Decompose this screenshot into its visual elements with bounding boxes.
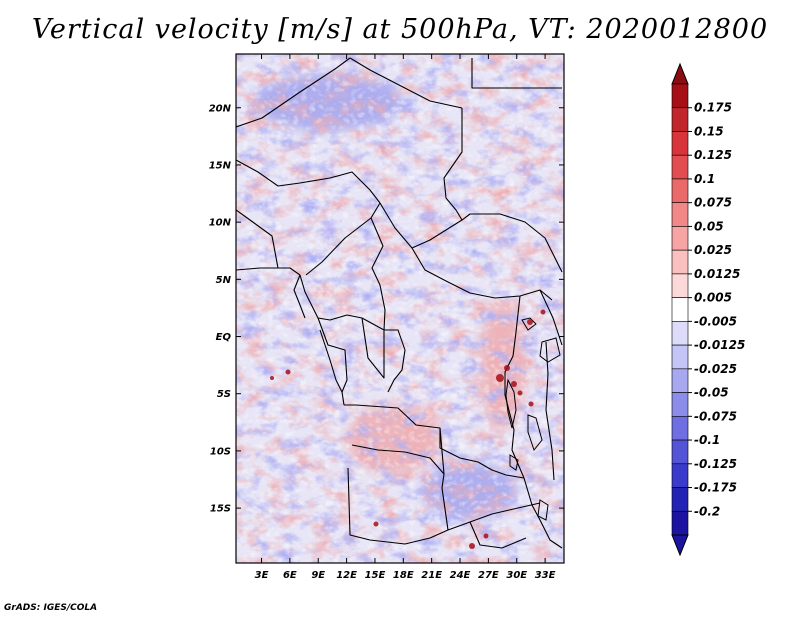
colorbar-segment [671, 178, 689, 203]
y-tick-label: 10S [210, 446, 231, 457]
y-tick-label: EQ [216, 332, 232, 343]
x-tick-label: 3E [255, 570, 269, 581]
y-tick-label: 5N [216, 275, 232, 286]
x-tick-label: 15E [365, 570, 386, 581]
y-tick-label: 10N [209, 218, 232, 229]
y-tick-label: 15S [210, 504, 231, 515]
colorbar-segment [671, 249, 689, 275]
colorbar-segment [671, 439, 689, 465]
y-tick-label: 5S [217, 389, 231, 400]
colorbar-label: 0.005 [694, 291, 732, 305]
colorbar-segment [671, 510, 689, 536]
x-tick-label: 9E [311, 570, 325, 581]
colorbar-label: 0.125 [694, 148, 732, 162]
chart-title: Vertical velocity [m/s] at 500hPa, VT: 2… [31, 14, 769, 45]
strong-ascent-cells [270, 309, 546, 549]
x-tick-label: 27E [478, 570, 499, 581]
x-tick-label: 6E [283, 570, 297, 581]
colorbar-segment [671, 226, 689, 251]
colorbar-segment [671, 392, 689, 417]
grads-credit: GrADS: IGES/COLA [4, 603, 98, 613]
colorbar-segment [671, 463, 689, 488]
colorbar-segment [671, 107, 689, 132]
colorbar: 0.175 0.15 0.125 0.1 0.075 0.05 0.025 0.0125 0.0… [671, 62, 745, 557]
colorbar-label: 0.15 [694, 124, 724, 138]
map-neutral-texture [236, 54, 564, 563]
colorbar-segment [671, 416, 689, 441]
x-tick-label: 18E [393, 570, 414, 581]
colorbar-label: -0.125 [694, 457, 737, 471]
colorbar-label: -0.005 [694, 314, 737, 328]
colorbar-label: -0.025 [694, 362, 737, 376]
colorbar-label: -0.175 [694, 481, 737, 495]
x-tick-label: 33E [535, 570, 556, 581]
colorbar-label: 0.1 [694, 172, 715, 186]
x-tick-label: 30E [506, 570, 527, 581]
colorbar-label: 0.175 [694, 101, 732, 115]
colorbar-segment [671, 202, 689, 227]
colorbar-segment [671, 297, 689, 322]
colorbar-segment [671, 273, 689, 298]
y-tick-label: 15N [209, 160, 232, 171]
colorbar-segment [671, 321, 689, 346]
colorbar-label: -0.2 [694, 504, 720, 518]
country-borders [236, 57, 563, 549]
colorbar-label: 0.0125 [694, 267, 740, 281]
colorbar-label: 0.075 [694, 196, 732, 210]
great-lakes-outlines [505, 317, 561, 521]
colorbar-label: -0.1 [694, 433, 720, 447]
colorbar-segment [671, 154, 689, 180]
colorbar-segment [671, 344, 689, 370]
colorbar-segment [671, 368, 689, 393]
x-tick-label: 24E [450, 570, 471, 581]
map-frame [235, 53, 565, 564]
x-tick-label: 12E [336, 570, 357, 581]
y-axis: 20N 15N 10N 5N EQ 5S 10S 15S [209, 103, 564, 515]
colorbar-segment [671, 131, 689, 156]
colorbar-label: -0.05 [694, 386, 729, 400]
colorbar-label: 0.05 [694, 219, 724, 233]
y-tick-label: 20N [209, 103, 232, 114]
x-tick-label: 21E [421, 570, 442, 581]
colorbar-label: -0.075 [694, 409, 737, 423]
colorbar-segment [671, 487, 689, 512]
colorbar-bottom-arrow [671, 534, 689, 557]
x-axis: 3E 6E 9E 12E 15E 18E 21E 24E 27E 30E 33E [255, 54, 556, 581]
map-field [236, 54, 564, 563]
colorbar-top-arrow [671, 62, 689, 85]
colorbar-label: 0.025 [694, 243, 732, 257]
colorbar-label: -0.0125 [694, 338, 745, 352]
colorbar-segment [671, 83, 689, 109]
